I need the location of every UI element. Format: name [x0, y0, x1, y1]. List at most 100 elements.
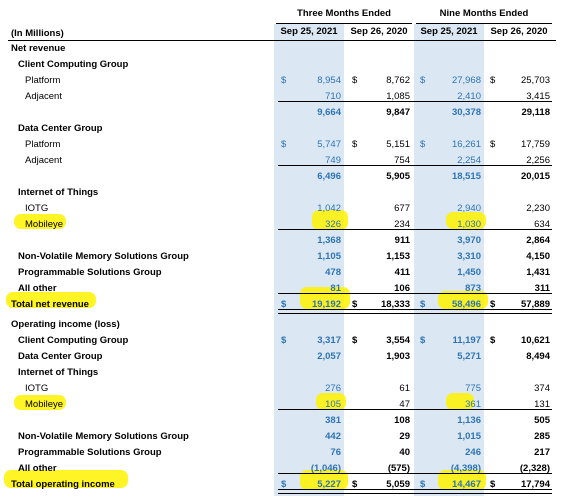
cell-value: 5,227	[317, 479, 341, 490]
dollar-sign: $	[281, 299, 287, 310]
cell-value: 505	[534, 415, 550, 426]
table-row: Platform 8,954 $8,762 $27,968 $25,703 $	[0, 74, 567, 90]
cell-value: 1,105	[317, 251, 341, 262]
cell-value: 19,192	[311, 299, 341, 310]
header-three-months-rule	[276, 23, 412, 24]
dollar-sign: $	[420, 75, 426, 86]
cell-value: 3,310	[457, 251, 481, 262]
dollar-sign: $	[420, 139, 426, 150]
highlight-mobileye-op-label	[14, 395, 66, 410]
cell-value: 106	[394, 283, 410, 294]
cell-value: 8,762	[386, 75, 410, 86]
row-label: Client Computing Group	[18, 335, 129, 346]
highlight-mobileye-revenue-label	[14, 214, 66, 229]
row-label: Data Center Group	[18, 123, 103, 134]
cell-value: 30,378	[451, 107, 481, 118]
cell-value: 710	[325, 91, 341, 102]
table-row: Adjacent 710 1,085 2,410 3,415	[0, 90, 567, 106]
cell-value: 1,015	[457, 431, 481, 442]
cell-value: 47	[399, 399, 410, 410]
cell-value: 20,015	[520, 171, 550, 182]
row-label: Net revenue	[11, 43, 66, 54]
table-row: Programmable Solutions Group 478 411 1,450 1…	[0, 266, 567, 282]
table-row: 1,368 911 3,970 2,864	[0, 234, 567, 250]
table-row: Client Computing Group	[0, 58, 567, 74]
cell-value: 61	[399, 383, 410, 394]
cell-value: 29	[399, 431, 410, 442]
header-nine-months-rule	[416, 23, 552, 24]
cell-value: 40	[399, 447, 410, 458]
row-label: Platform	[25, 139, 61, 150]
table-row: All other (1,046) (575) (4,398) (2,328)	[0, 462, 567, 478]
table-row: Total net revenue 19,192 $18,333 $58,496 $57…	[0, 298, 567, 314]
table-row: Mobileye 105 47 361 131	[0, 398, 567, 414]
dollar-sign: $	[420, 299, 426, 310]
row-label: Mobileye	[25, 219, 64, 230]
table-row: Non-Volatile Memory Solutions Group 1,105…	[0, 250, 567, 266]
cell-value: 374	[534, 383, 550, 394]
row-label: Programmable Solutions Group	[18, 267, 162, 278]
cell-value: 2,256	[526, 155, 550, 166]
cell-value: 9,664	[317, 107, 341, 118]
cell-value: 2,230	[526, 203, 550, 214]
cell-value: 1,431	[526, 267, 550, 278]
row-label: Internet of Things	[18, 187, 99, 198]
cell-value: 8,954	[317, 75, 341, 86]
cell-value: 442	[325, 431, 341, 442]
cell-value: 17,759	[520, 139, 550, 150]
row-label: Adjacent	[25, 91, 62, 102]
dollar-sign: $	[490, 75, 496, 86]
cell-value: 108	[394, 415, 410, 426]
cell-value: 1,903	[386, 351, 410, 362]
cell-value: 754	[394, 155, 410, 166]
highlight-mobileye-revenue-ytd	[446, 212, 486, 229]
cell-value: 9,847	[386, 107, 410, 118]
header-nine-months: Nine Months Ended	[439, 8, 529, 19]
cell-value: 58,496	[451, 299, 481, 310]
cell-value: 81	[330, 283, 341, 294]
dollar-sign: $	[420, 335, 426, 346]
cell-value: 911	[394, 235, 410, 246]
highlight-total-net-revenue-ytd	[438, 291, 488, 309]
cell-value: (1,046)	[310, 463, 341, 474]
cell-value: 18,515	[451, 171, 481, 182]
cell-value: 1,153	[386, 251, 410, 262]
cell-value: 5,271	[457, 351, 481, 362]
row-label: Total operating income	[11, 479, 115, 490]
highlight-mobileye-op-q	[316, 393, 346, 410]
row-label: IOTG	[25, 203, 49, 214]
dollar-sign: $	[352, 479, 358, 490]
cell-value: (575)	[387, 463, 410, 474]
row-label: Data Center Group	[18, 351, 103, 362]
cell-value: 76	[330, 447, 341, 458]
cell-value: 775	[465, 383, 481, 394]
cell-value: 8,494	[526, 351, 550, 362]
cell-value: 6,496	[317, 171, 341, 182]
dollar-sign: $	[352, 299, 358, 310]
highlight-total-op-income-ytd	[438, 470, 486, 490]
col-header-ytd-2020: Sep 26, 2020	[490, 26, 548, 37]
cell-value: 234	[394, 219, 410, 230]
dollar-sign: $	[281, 479, 287, 490]
dollar-sign: $	[490, 335, 496, 346]
cell-value: 246	[465, 447, 481, 458]
highlight-mobileye-revenue-q	[312, 210, 348, 230]
cell-value: 1,368	[317, 235, 341, 246]
dollar-sign: $	[352, 75, 358, 86]
current-period-shading-ytd	[414, 24, 484, 496]
cell-value: 217	[534, 447, 550, 458]
row-label: Non-Volatile Memory Solutions Group	[18, 251, 189, 262]
cell-value: 1,085	[386, 91, 410, 102]
row-label: Total net revenue	[11, 299, 89, 310]
dollar-sign: $	[281, 139, 287, 150]
row-label: Non-Volatile Memory Solutions Group	[18, 431, 189, 442]
cell-value: 3,415	[526, 91, 550, 102]
table-row: Net revenue	[0, 42, 567, 58]
row-label: Client Computing Group	[18, 59, 129, 70]
row-label: Adjacent	[25, 155, 62, 166]
table-row: Non-Volatile Memory Solutions Group 442 29…	[0, 430, 567, 446]
cell-value: 14,467	[451, 479, 481, 490]
cell-value: 57,889	[520, 299, 550, 310]
col-header-ytd-2021: Sep 25, 2021	[420, 26, 478, 37]
